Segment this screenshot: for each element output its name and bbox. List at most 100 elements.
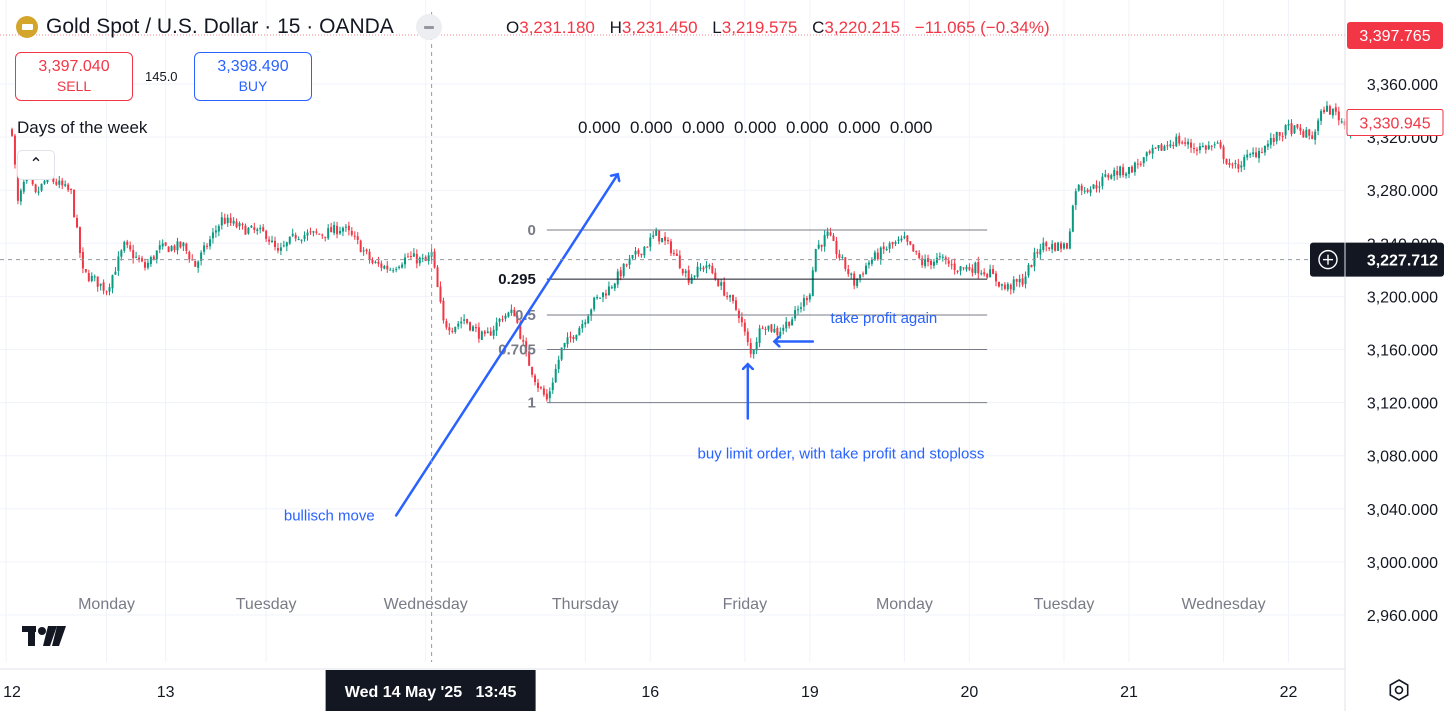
candle-body <box>569 336 572 338</box>
candle-body <box>782 327 785 331</box>
candle-body <box>672 252 675 254</box>
candle-body <box>445 321 448 328</box>
candle-body <box>1036 251 1039 254</box>
candle-body <box>826 231 829 236</box>
day-label: Thursday <box>552 596 619 613</box>
candle-body <box>1213 144 1216 146</box>
candle-body <box>944 257 947 261</box>
market-status-icon[interactable] <box>415 14 442 40</box>
candle-body <box>309 231 312 233</box>
symbol-title[interactable]: Gold Spot / U.S. Dollar · 15 · OANDA <box>46 15 394 38</box>
candle-body <box>279 247 282 251</box>
candle-body <box>259 227 262 230</box>
candle-body <box>285 242 288 247</box>
candle-body <box>1018 278 1021 283</box>
candle-body <box>705 265 708 269</box>
candle-body <box>1071 205 1074 232</box>
candle-body <box>256 229 259 231</box>
price-tick-label: 3,080.000 <box>1367 449 1438 466</box>
candle-body <box>365 249 368 252</box>
candle-body <box>702 267 705 270</box>
take-profit-label: take profit again <box>831 310 938 327</box>
candle-body <box>294 235 297 239</box>
candle-body <box>179 241 182 248</box>
candle-body <box>649 237 652 247</box>
candle-body <box>466 319 469 324</box>
indicator-title[interactable]: Days of the week <box>17 118 148 137</box>
candle-body <box>93 276 96 278</box>
candle-body <box>1095 185 1098 189</box>
candle-body <box>791 319 794 326</box>
candle-body <box>1009 284 1012 290</box>
candle-body <box>1089 189 1092 193</box>
candle-body <box>844 257 847 269</box>
candle-body <box>1201 146 1204 148</box>
candle-body <box>90 275 93 282</box>
candle-body <box>847 269 850 275</box>
candle-body <box>87 273 90 281</box>
candle-body <box>1320 111 1323 121</box>
ohlc-values: O3,231.180 H3,231.450 L3,219.575 C3,220.… <box>506 18 1050 38</box>
candle-body <box>436 267 439 288</box>
candle-body <box>986 274 989 278</box>
settings-icon[interactable] <box>1387 678 1411 702</box>
candle-body <box>117 256 120 271</box>
candle-body <box>581 324 584 329</box>
candle-body <box>625 264 628 266</box>
candle-body <box>888 243 891 249</box>
candle-body <box>477 327 480 339</box>
candle-body <box>1136 163 1139 165</box>
candle-body <box>146 262 149 268</box>
candle-body <box>64 184 67 186</box>
candle-body <box>528 351 531 366</box>
candle-body <box>930 260 933 266</box>
candle-body <box>43 180 46 184</box>
candle-body <box>368 251 371 260</box>
price-tick-label: 3,280.000 <box>1367 183 1438 200</box>
collapse-button[interactable]: ⌃ <box>17 150 55 180</box>
annotations[interactable]: bullisch move take profit again buy limit … <box>284 174 985 525</box>
bullish-move-arrow[interactable] <box>394 174 618 517</box>
buy-limit-label: buy limit order, with take profit and st… <box>698 445 985 462</box>
candle-body <box>669 241 672 254</box>
candle-body <box>276 247 279 251</box>
candle-body <box>1107 174 1110 178</box>
candle-body <box>356 236 359 240</box>
candle-body <box>980 273 983 275</box>
candle-body <box>70 188 73 190</box>
candle-body <box>867 262 870 265</box>
candle-body <box>968 267 971 270</box>
candle-body <box>1139 163 1142 165</box>
candle-body <box>513 309 516 317</box>
add-plus-icon[interactable] <box>1318 249 1338 270</box>
candle-body <box>1030 265 1033 268</box>
candle-body <box>531 366 534 375</box>
candle-body <box>194 260 197 267</box>
candle-body <box>232 220 235 224</box>
candle-body <box>1181 142 1184 144</box>
candle-body <box>339 230 342 234</box>
candle-body <box>652 235 655 237</box>
low-value: 3,219.575 <box>721 18 798 37</box>
candle-body <box>613 283 616 289</box>
date-tick-label: 22 <box>1280 684 1298 701</box>
sell-button[interactable]: 3,397.040 SELL <box>15 52 133 101</box>
buy-button[interactable]: 3,398.490 BUY <box>194 52 312 101</box>
candle-body <box>1119 166 1122 176</box>
candle-body <box>870 259 873 264</box>
symbol-header[interactable]: Gold Spot / U.S. Dollar · 15 · OANDA <box>16 14 442 40</box>
candle-body <box>353 235 356 237</box>
candle-body <box>312 231 315 233</box>
candle-body <box>1122 167 1125 175</box>
candle-body <box>643 246 646 256</box>
candle-body <box>921 258 924 266</box>
candle-body <box>729 295 732 298</box>
tradingview-logo[interactable] <box>22 624 68 655</box>
candle-body <box>1219 142 1222 148</box>
candle-body <box>918 253 921 259</box>
candle-body <box>959 266 962 271</box>
candle-body <box>439 286 442 302</box>
candle-body <box>690 277 693 284</box>
